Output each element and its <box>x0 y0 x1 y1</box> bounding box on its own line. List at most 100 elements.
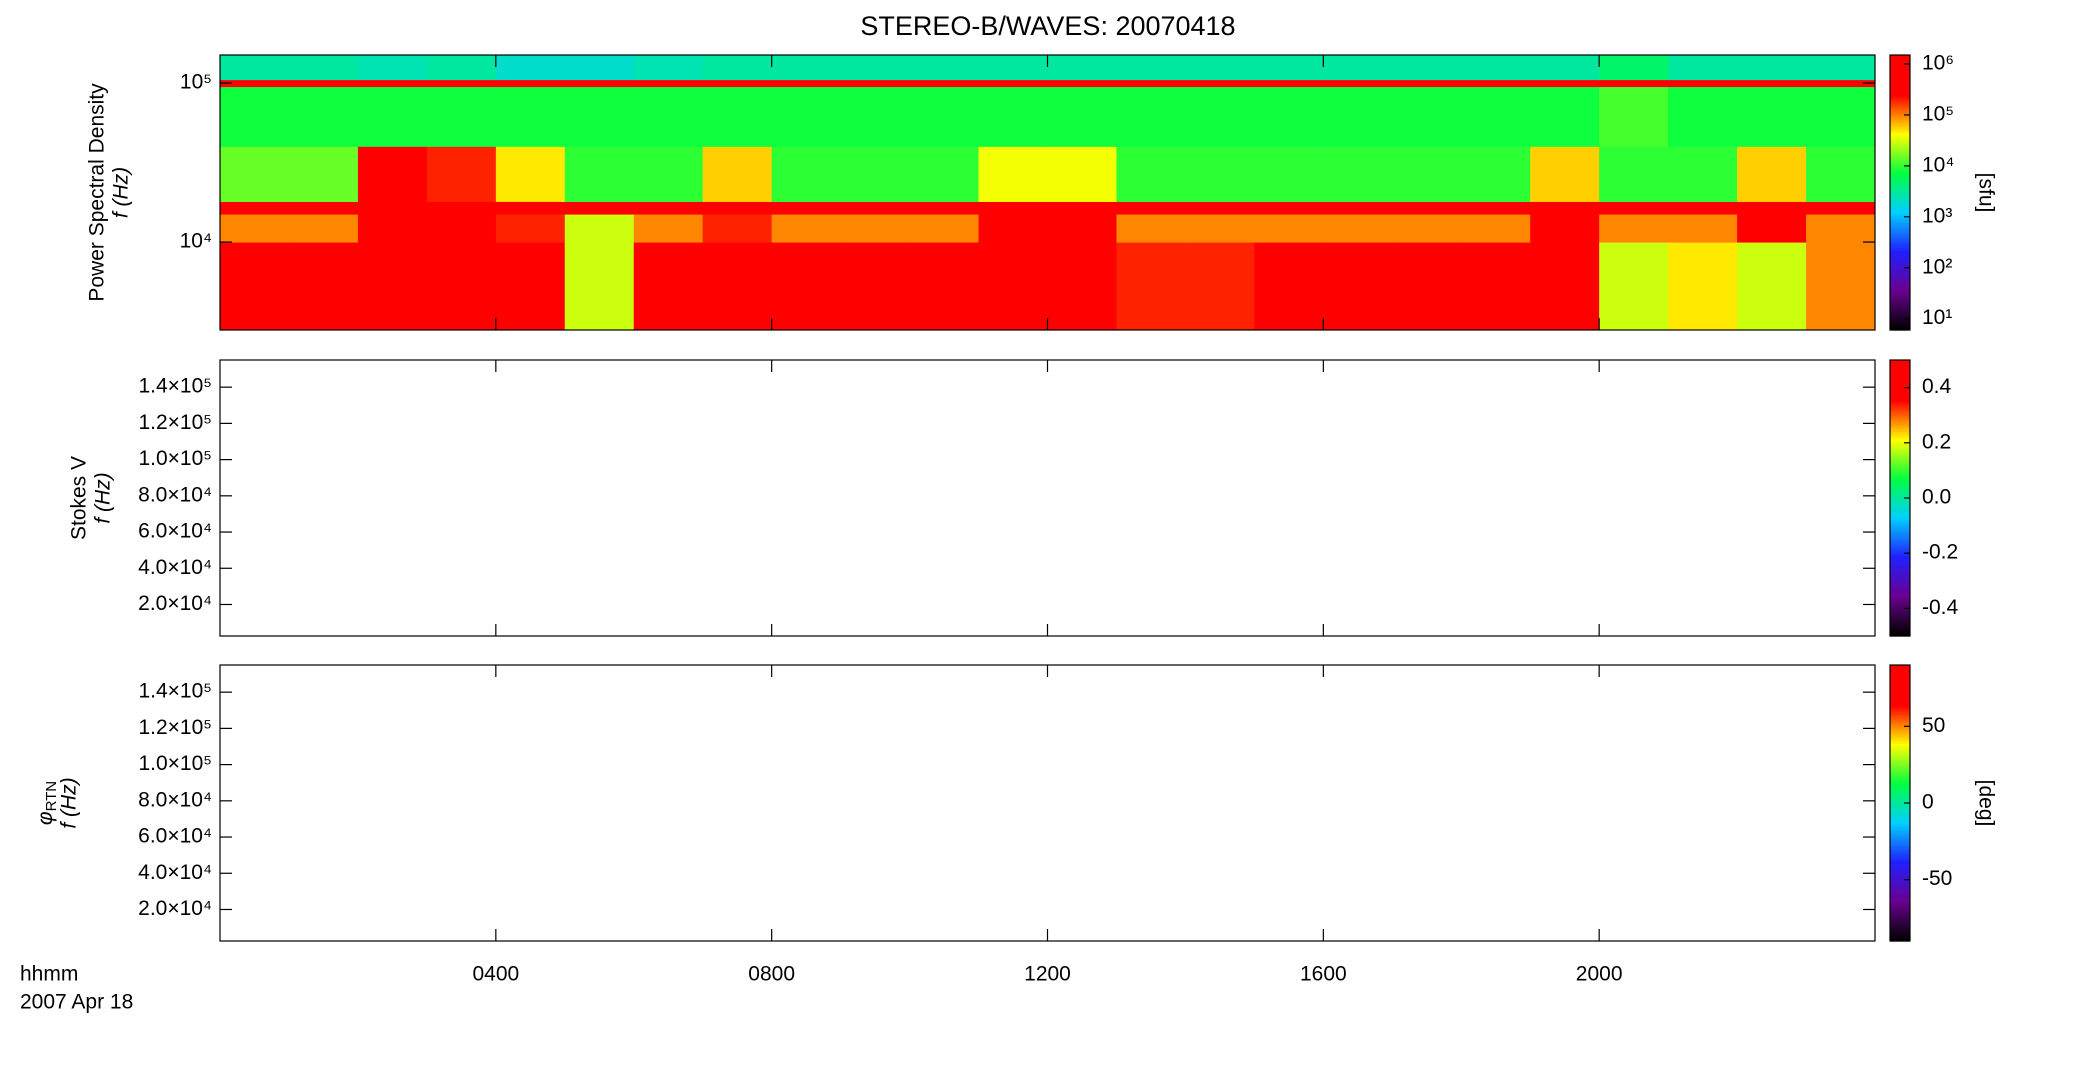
colorbar-swatch <box>1890 694 1910 698</box>
colorbar-swatch <box>1890 828 1910 832</box>
colorbar-swatch <box>1890 786 1910 790</box>
colorbar-swatch <box>1890 77 1910 81</box>
colorbar-label: [sfu] <box>1974 173 1997 213</box>
colorbar-swatch <box>1890 773 1910 776</box>
colorbar-swatch <box>1890 541 1910 545</box>
heatmap-cell <box>1599 86 1669 147</box>
heatmap-cell <box>1116 86 1186 147</box>
colorbar-swatch <box>1890 452 1910 455</box>
heatmap-cell <box>1254 242 1324 331</box>
colorbar-swatch <box>1890 766 1910 770</box>
colorbar-swatch <box>1890 606 1910 609</box>
colorbar-swatch <box>1890 692 1910 696</box>
heatmap-cell <box>495 55 566 81</box>
colorbar-swatch <box>1890 846 1910 850</box>
colorbar-swatch <box>1890 927 1910 931</box>
colorbar-swatch <box>1890 84 1910 88</box>
colorbar-swatch <box>1890 633 1910 637</box>
colorbar-swatch <box>1890 415 1910 419</box>
colorbar-swatch <box>1890 465 1910 469</box>
heatmap-cell <box>978 86 1048 147</box>
colorbar-swatch <box>1890 116 1910 120</box>
colorbar-swatch <box>1890 865 1910 868</box>
colorbar-swatch <box>1890 881 1910 885</box>
colorbar-swatch <box>1890 918 1910 921</box>
colorbar-swatch <box>1890 676 1910 680</box>
colorbar-swatch <box>1890 369 1910 373</box>
colorbar-swatch <box>1890 229 1910 233</box>
colorbar-swatch <box>1890 91 1910 95</box>
colorbar-swatch <box>1890 816 1910 820</box>
colorbar-swatch <box>1890 913 1910 917</box>
colorbar-swatch <box>1890 493 1910 497</box>
heatmap-cell <box>220 201 290 215</box>
heatmap-cell <box>1668 242 1738 331</box>
heatmap-cell <box>220 55 290 81</box>
colorbar-swatch <box>1890 307 1910 310</box>
colorbar-swatch <box>1890 704 1910 707</box>
heatmap-cell <box>426 214 497 243</box>
colorbar-swatch <box>1890 458 1910 462</box>
colorbar-swatch <box>1890 364 1910 368</box>
y-tick-label: 4.0×10⁴ <box>138 556 212 579</box>
colorbar-swatch <box>1890 61 1910 65</box>
colorbar-swatch <box>1890 757 1910 760</box>
colorbar-swatch <box>1890 153 1910 157</box>
colorbar-swatch <box>1890 550 1910 554</box>
colorbar-swatch <box>1890 435 1910 439</box>
colorbar-swatch <box>1890 622 1910 626</box>
colorbar-swatch <box>1890 256 1910 260</box>
colorbar-swatch <box>1890 281 1910 285</box>
colorbar-swatch <box>1890 681 1910 684</box>
colorbar-swatch <box>1890 87 1910 90</box>
colorbar-swatch <box>1890 323 1910 327</box>
colorbar-swatch <box>1890 731 1910 735</box>
y-tick-label: 8.0×10⁴ <box>138 483 212 506</box>
heatmap-cell <box>1737 79 1807 88</box>
heatmap-cell <box>495 79 566 88</box>
colorbar-swatch <box>1890 373 1910 377</box>
heatmap-cell <box>702 55 773 81</box>
heatmap-cell <box>288 146 359 202</box>
colorbar-swatch <box>1890 401 1910 405</box>
colorbar-swatch <box>1890 171 1910 175</box>
heatmap-cell <box>978 146 1048 202</box>
colorbar-swatch <box>1890 717 1910 721</box>
colorbar-swatch <box>1890 158 1910 162</box>
colorbar-swatch <box>1890 304 1910 308</box>
heatmap-cell <box>633 79 704 88</box>
colorbar-swatch <box>1890 594 1910 598</box>
colorbar-swatch <box>1890 110 1910 113</box>
colorbar-swatch <box>1890 486 1910 490</box>
y-tick-label: 1.2×10⁵ <box>138 716 212 739</box>
colorbar-swatch <box>1890 793 1910 797</box>
colorbar-swatch <box>1890 583 1910 586</box>
colorbar-swatch <box>1890 835 1910 839</box>
colorbar-swatch <box>1890 392 1910 396</box>
colorbar-swatch <box>1890 706 1910 710</box>
colorbar-swatch <box>1890 685 1910 689</box>
date-label: 2007 Apr 18 <box>20 991 133 1014</box>
heatmap-cell <box>1392 146 1462 202</box>
colorbar-swatch <box>1890 747 1910 751</box>
heatmap-cell <box>1461 201 1531 215</box>
chart-title: STEREO-B/WAVES: 20070418 <box>860 11 1235 41</box>
colorbar-frame <box>1889 54 1911 331</box>
colorbar-swatch <box>1890 270 1910 274</box>
colorbar-swatch <box>1890 844 1910 848</box>
colorbar-swatch <box>1890 192 1910 196</box>
colorbar-swatch <box>1890 514 1910 517</box>
colorbar-swatch <box>1890 738 1910 742</box>
heatmap-cell <box>1047 242 1117 331</box>
colorbar-swatch <box>1890 64 1910 68</box>
colorbar-swatch <box>1890 103 1910 107</box>
colorbar-swatch <box>1890 596 1910 600</box>
colorbar-swatch <box>1890 812 1910 816</box>
colorbar-swatch <box>1890 82 1910 86</box>
colorbar-swatch <box>1890 525 1910 529</box>
y-label-symbol: φ <box>34 811 57 825</box>
heatmap-cell <box>564 242 635 331</box>
heatmap-cell <box>1254 55 1324 81</box>
colorbar-swatch <box>1890 57 1910 61</box>
heatmap-cell <box>1185 146 1255 202</box>
